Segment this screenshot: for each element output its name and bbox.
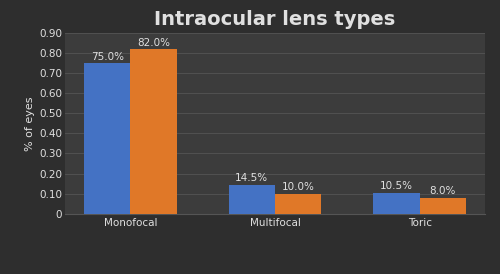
- Text: 8.0%: 8.0%: [430, 186, 456, 196]
- Text: 10.0%: 10.0%: [282, 182, 314, 192]
- Title: Intraocular lens types: Intraocular lens types: [154, 10, 396, 28]
- Bar: [420, 198, 466, 214]
- Text: 82.0%: 82.0%: [137, 38, 170, 48]
- Y-axis label: % of eyes: % of eyes: [25, 96, 35, 150]
- Bar: [84, 63, 130, 214]
- Bar: [374, 193, 420, 214]
- Text: 14.5%: 14.5%: [236, 173, 268, 183]
- Bar: [228, 185, 275, 214]
- Bar: [275, 194, 322, 214]
- Text: 10.5%: 10.5%: [380, 181, 413, 191]
- Text: 75.0%: 75.0%: [90, 52, 124, 62]
- Bar: [130, 49, 176, 214]
